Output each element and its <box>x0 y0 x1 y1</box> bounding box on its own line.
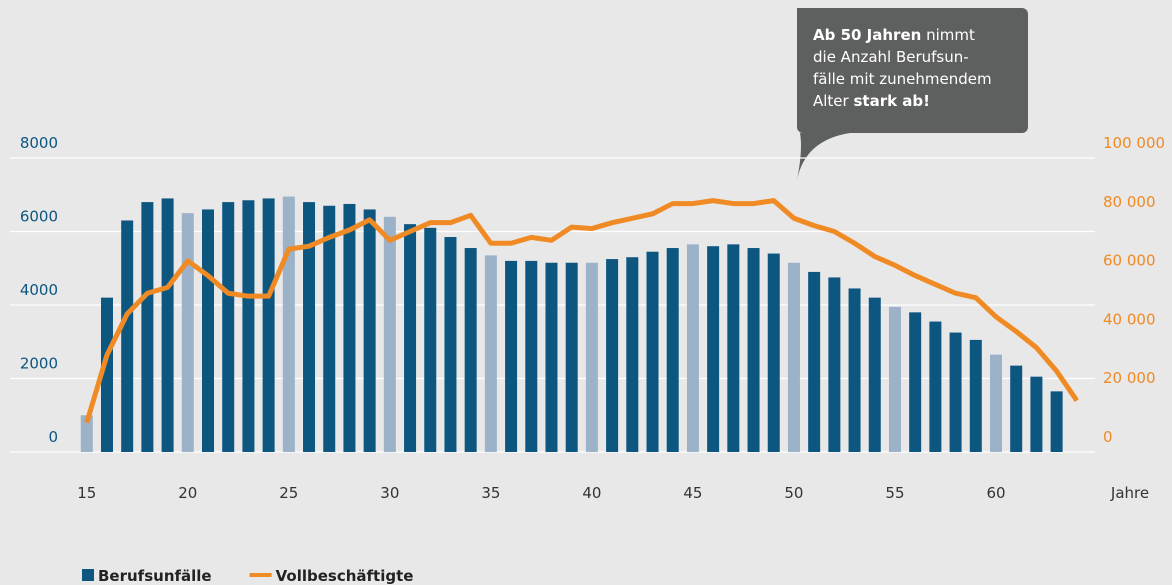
bar <box>363 209 376 452</box>
bar <box>646 251 659 452</box>
bar <box>1030 376 1043 452</box>
annotation-segment: Alter <box>813 92 853 110</box>
bar <box>585 262 598 452</box>
bar <box>242 200 255 452</box>
annotation-segment: nimmt <box>921 26 975 44</box>
bar <box>808 271 821 452</box>
x-tick-label: 20 <box>178 484 197 502</box>
bar <box>747 248 760 452</box>
bar <box>565 262 578 452</box>
y-tick-label: 4000 <box>20 281 58 299</box>
x-axis-label: Jahre <box>1110 484 1149 502</box>
x-tick-label: 55 <box>885 484 904 502</box>
x-tick-label: 25 <box>279 484 298 502</box>
y-tick-label: 8000 <box>20 134 58 152</box>
bar <box>686 244 699 452</box>
bar <box>606 259 619 452</box>
bar <box>484 255 497 452</box>
annotation-text: die Anzahl Berufsun- <box>813 48 969 66</box>
bar <box>929 321 942 452</box>
annotation-text: Ab 50 Jahren nimmt <box>813 26 975 44</box>
bar <box>848 288 861 452</box>
bar <box>828 277 841 452</box>
bar <box>767 253 780 452</box>
legend-label: Vollbeschäftigte <box>276 567 414 585</box>
bar <box>949 332 962 452</box>
bar <box>666 248 679 452</box>
y2-tick-label: 20 000 <box>1103 369 1156 387</box>
y-tick-label: 0 <box>48 428 58 446</box>
bar <box>404 224 417 452</box>
bar <box>626 257 639 452</box>
y2-tick-label: 0 <box>1103 428 1113 446</box>
bar <box>909 312 922 452</box>
bar <box>181 213 194 452</box>
bar <box>383 216 396 452</box>
y-tick-label: 6000 <box>20 208 58 226</box>
annotation-segment: fälle mit zunehmendem <box>813 70 992 88</box>
y-tick-label: 2000 <box>20 355 58 373</box>
bar <box>323 205 336 452</box>
annotation-segment: die Anzahl Berufsun- <box>813 48 969 66</box>
callout-box <box>797 8 1028 180</box>
x-tick-label: 30 <box>380 484 399 502</box>
annotation-text: Alter stark ab! <box>813 92 930 110</box>
annotation-segment: Ab 50 Jahren <box>813 26 921 44</box>
bar <box>989 354 1002 452</box>
bar <box>222 202 235 452</box>
annotation-segment: stark ab! <box>853 92 930 110</box>
legend-swatch <box>82 569 94 581</box>
x-tick-label: 40 <box>582 484 601 502</box>
bar <box>282 196 295 452</box>
bar <box>1010 365 1023 452</box>
bar <box>787 262 800 452</box>
y2-tick-label: 100 000 <box>1103 134 1165 152</box>
bar <box>868 297 881 452</box>
bar <box>545 262 558 452</box>
y2-tick-label: 40 000 <box>1103 310 1156 328</box>
y2-tick-label: 80 000 <box>1103 193 1156 211</box>
annotation-text: fälle mit zunehmendem <box>813 70 992 88</box>
bar <box>444 237 457 452</box>
bar <box>141 202 154 452</box>
bar <box>1050 391 1063 452</box>
bar <box>969 339 982 452</box>
bar <box>505 260 518 452</box>
legend-label: Berufsunfälle <box>98 567 212 585</box>
bar <box>343 203 356 452</box>
x-tick-label: 60 <box>986 484 1005 502</box>
bar <box>707 246 720 452</box>
bar <box>303 202 316 452</box>
x-tick-label: 50 <box>784 484 803 502</box>
bar <box>121 220 134 452</box>
bar <box>161 198 174 452</box>
x-tick-label: 35 <box>481 484 500 502</box>
bar <box>464 248 477 452</box>
bar <box>888 306 901 452</box>
y2-tick-label: 60 000 <box>1103 252 1156 270</box>
bar <box>262 198 275 452</box>
line <box>84 198 1079 424</box>
x-tick-label: 15 <box>77 484 96 502</box>
bar <box>202 209 215 452</box>
x-tick-label: 45 <box>683 484 702 502</box>
bar <box>424 227 437 452</box>
bar <box>525 260 538 452</box>
bar <box>100 297 113 452</box>
bar <box>80 415 93 452</box>
bar <box>727 244 740 452</box>
